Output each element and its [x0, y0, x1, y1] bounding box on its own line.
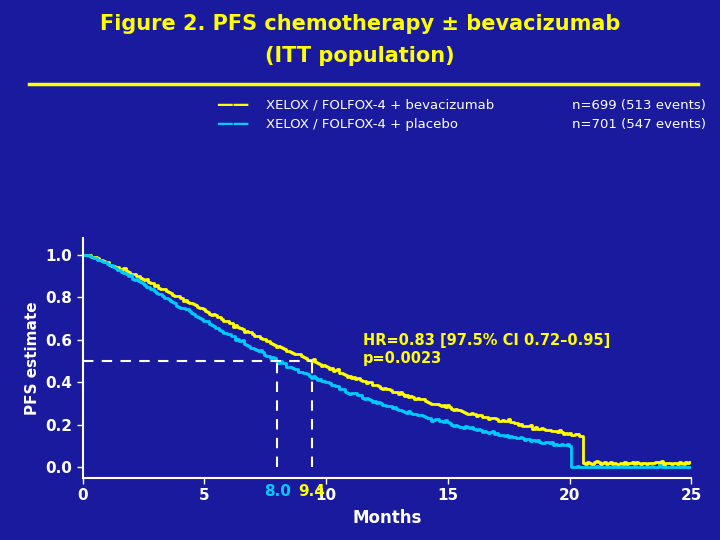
- Text: ——: ——: [216, 96, 249, 114]
- Text: HR=0.83 [97.5% CI 0.72–0.95]
p=0.0023: HR=0.83 [97.5% CI 0.72–0.95] p=0.0023: [363, 333, 610, 366]
- Text: XELOX / FOLFOX-4 + bevacizumab: XELOX / FOLFOX-4 + bevacizumab: [266, 99, 495, 112]
- Text: Figure 2. PFS chemotherapy ± bevacizumab: Figure 2. PFS chemotherapy ± bevacizumab: [100, 14, 620, 33]
- Text: ——: ——: [216, 115, 249, 133]
- Text: n=699 (513 events): n=699 (513 events): [572, 99, 706, 112]
- X-axis label: Months: Months: [352, 509, 422, 527]
- Text: n=701 (547 events): n=701 (547 events): [572, 118, 706, 131]
- Text: 8.0: 8.0: [264, 484, 291, 500]
- Y-axis label: PFS estimate: PFS estimate: [24, 301, 40, 415]
- Text: 9.4: 9.4: [298, 484, 325, 500]
- Text: (ITT population): (ITT population): [265, 46, 455, 66]
- Text: XELOX / FOLFOX-4 + placebo: XELOX / FOLFOX-4 + placebo: [266, 118, 459, 131]
